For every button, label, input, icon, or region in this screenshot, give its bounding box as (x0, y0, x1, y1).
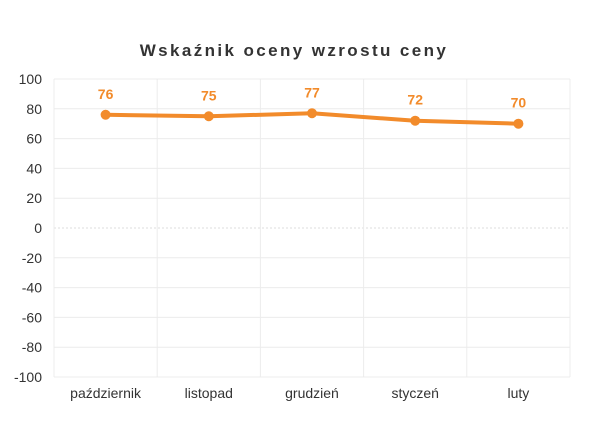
x-tick-label: grudzień (285, 385, 339, 401)
y-tick-label: 0 (34, 220, 42, 236)
data-point (307, 108, 317, 119)
data-label: 70 (511, 95, 527, 111)
y-tick-label: -40 (22, 280, 42, 296)
y-tick-label: 40 (26, 160, 42, 176)
grid (53, 78, 571, 378)
x-tick-label: październik (70, 385, 142, 401)
y-tick-label: 20 (26, 190, 42, 206)
data-labels: 76 75 77 72 70 (98, 84, 527, 110)
data-point (203, 111, 214, 122)
data-point (513, 118, 524, 129)
y-tick-label: -60 (22, 309, 42, 325)
data-point (410, 115, 421, 126)
y-tick-label: -20 (22, 250, 42, 266)
y-tick-label: 80 (26, 101, 42, 117)
data-point (100, 109, 111, 120)
y-tick-label: 60 (26, 131, 42, 147)
data-label: 75 (201, 87, 217, 103)
x-axis-ticks: październik listopad grudzień styczeń luty (70, 385, 529, 401)
y-tick-label: -80 (22, 339, 42, 355)
y-tick-label: 100 (19, 71, 43, 87)
y-axis-ticks: 100 80 60 40 20 0 -20 -40 -60 -80 -100 (14, 71, 42, 385)
y-tick-label: -100 (14, 369, 42, 385)
data-label: 76 (98, 86, 114, 102)
chart-title: Wskaźnik oceny wzrostu ceny (140, 41, 449, 60)
x-tick-label: styczeń (391, 385, 438, 401)
data-label: 72 (407, 92, 423, 108)
series (100, 108, 524, 129)
x-tick-label: luty (508, 385, 530, 401)
data-label: 77 (304, 84, 320, 100)
x-tick-label: listopad (185, 385, 233, 401)
